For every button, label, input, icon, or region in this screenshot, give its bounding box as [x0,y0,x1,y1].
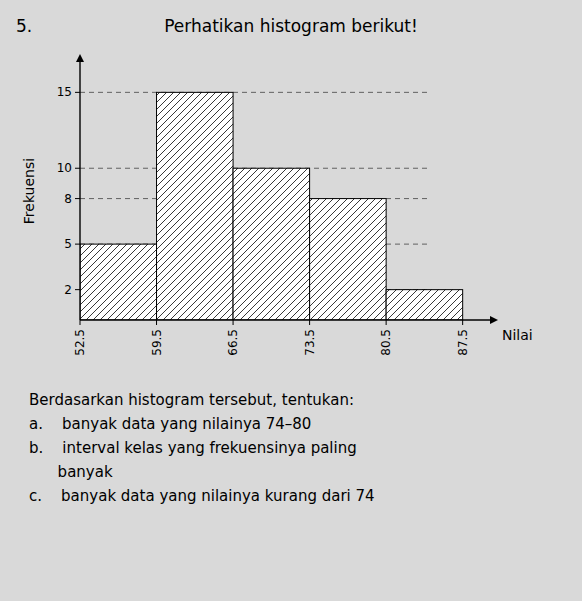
y-tick [75,168,80,169]
bar [233,168,310,320]
y-axis-arrow [76,54,84,62]
x-tick [80,320,81,325]
x-tick-label: 73.5 [303,329,317,356]
y-tick-label: 15 [57,85,72,99]
y-axis-line [79,62,80,320]
x-tick-label: 66.5 [226,329,240,356]
bar [157,92,234,320]
y-axis-label: Frekuensi [21,158,37,224]
x-tick-label: 59.5 [150,329,164,356]
question-text: c. banyak data yang nilainya kurang dari… [29,487,375,505]
x-axis-arrow [490,316,498,324]
bar [386,290,463,320]
y-tick-label: 2 [64,283,72,297]
y-tick-label: 5 [64,237,72,251]
x-tick-label: 87.5 [456,329,470,356]
question-text: a. banyak data yang nilainya 74–80 [29,415,311,433]
y-tick-label: 8 [64,192,72,206]
bar [310,199,387,320]
y-tick [75,92,80,93]
question-text: banyak [29,463,113,481]
title: Perhatikan histogram berikut! [164,16,418,36]
axes: 52.5 59.5 66.5 73.5 80.5 87.5 2 5 8 10 15 [57,54,498,356]
x-tick [233,320,234,325]
y-tick [75,289,80,290]
x-tick-label: 80.5 [379,329,393,356]
y-tick [75,244,80,245]
x-tick [156,320,157,325]
x-tick-label: 52.5 [73,329,87,356]
y-tick-label: 10 [57,161,72,175]
x-tick [386,320,387,325]
x-axis-line [80,319,490,320]
bars [80,92,463,320]
x-axis-label: Nilai [502,327,533,343]
x-tick [462,320,463,325]
question-number: 5. [16,16,32,36]
question-text: b. interval kelas yang frekuensinya pali… [29,439,357,457]
bar [80,244,157,320]
x-tick [309,320,310,325]
grid-line [80,92,429,93]
question-text: Berdasarkan histogram tersebut, tentukan… [29,391,354,409]
y-tick [75,198,80,199]
chart: Perhatikan histogram berikut! 5. 52.5 59.5 6… [0,0,582,601]
